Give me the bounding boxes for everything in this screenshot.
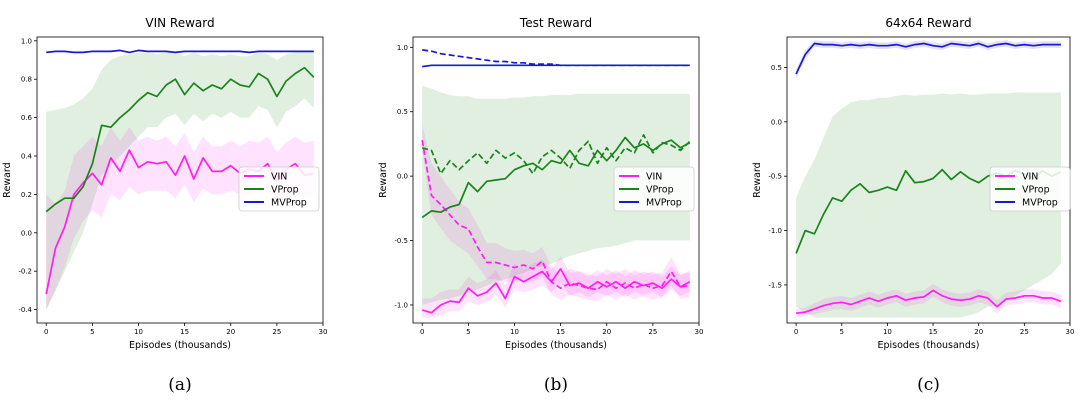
series-line-mvprop [46,49,314,54]
legend-label-vprop: VProp [271,185,299,196]
legend-label-vin: VIN [1022,172,1038,183]
band-vin-test- [422,124,690,302]
y-tick-label: 1.0 [21,37,32,45]
x-tick-label: 10 [134,328,143,336]
legend-box [238,166,320,212]
legend-label-vprop: VProp [646,185,674,196]
series-line-vprop [421,136,691,219]
series-line-vprop [45,66,315,213]
band-vin [796,283,1061,318]
y-tick-label: -1.0 [394,301,408,309]
legend-label-vprop: VProp [1022,185,1050,196]
plot-frame [36,36,324,324]
x-tick-label: 30 [319,328,328,336]
y-tick-label: 0.8 [21,76,32,84]
legend: VIN VProp MVProp [613,166,695,212]
band-vin [422,256,690,318]
y-tick-label: 0.5 [397,108,408,116]
legend-box [989,166,1071,212]
y-tick-label: 0.5 [771,64,782,72]
x-tick-label: 5 [840,328,844,336]
x-tick-label: 5 [466,328,470,336]
y-tick-label: 0.0 [397,173,408,181]
legend-box [613,166,695,212]
y-tick-label: -0.4 [18,306,32,314]
band-vprop [796,92,1061,318]
series-line-vin-test- [421,139,690,291]
panel-caption: (c) [917,375,940,395]
band-vprop [46,50,314,310]
x-tick-label: 20 [602,328,611,336]
y-tick-label: -0.5 [768,173,782,181]
y-axis-label: Reward [378,162,389,197]
y-tick-label: -1.5 [768,281,782,289]
legend-label-mvprop: MVProp [271,198,307,209]
x-tick-label: 25 [648,328,657,336]
panel-caption: (a) [168,375,191,395]
x-tick-label: 0 [44,328,48,336]
y-tick-label: 0.0 [21,229,32,237]
legend: VIN VProp MVProp [989,166,1071,212]
chart-title: Test Reward [519,16,592,30]
series-line-mvprop-test- [422,49,690,67]
x-tick-label: 0 [794,328,798,336]
legend-label-vin: VIN [271,172,287,183]
x-tick-label: 30 [695,328,704,336]
x-tick-label: 30 [1066,328,1075,336]
x-tick-label: 25 [1020,328,1029,336]
x-tick-label: 5 [90,328,94,336]
y-tick-label: -0.2 [18,268,32,276]
chart-title: 64x64 Reward [885,16,971,30]
series-line-vin [795,289,1062,315]
y-tick-label: -1.0 [768,227,782,235]
y-axis-label: Reward [752,162,763,197]
x-tick-label: 20 [974,328,983,336]
series-line-mvprop [795,42,1061,75]
legend-label-mvprop: MVProp [646,198,682,209]
y-tick-label: 0.4 [21,153,33,161]
y-tick-label: 0.2 [21,191,32,199]
y-tick-label: 0.6 [21,114,33,122]
x-axis-label: Episodes (thousands) [877,340,979,351]
x-axis-label: Episodes (thousands) [129,340,231,351]
y-tick-label: 0.0 [771,118,782,126]
chart-panel-2: Test Reward 0 5 10 15 20 25 30 -1.0 -0.5 0.0 0.5 1.0… [378,16,703,395]
y-tick-label: 1.0 [397,44,408,52]
x-tick-label: 0 [420,328,424,336]
series-line-vprop-test- [421,134,691,175]
band-mvprop [796,40,1061,79]
x-tick-label: 15 [556,328,565,336]
x-tick-label: 25 [272,328,281,336]
y-tick-label: -0.5 [394,237,408,245]
series-line-vin [45,149,314,295]
legend: VIN VProp MVProp [238,166,320,212]
plot-frame [412,36,700,324]
x-tick-label: 15 [180,328,189,336]
legend-label-vin: VIN [646,172,662,183]
x-tick-label: 10 [883,328,892,336]
x-tick-label: 10 [510,328,519,336]
chart-title: VIN Reward [145,16,214,30]
x-tick-label: 20 [226,328,235,336]
x-tick-label: 15 [929,328,938,336]
legend-label-mvprop: MVProp [1022,198,1058,209]
y-axis-label: Reward [2,162,13,197]
panel-caption: (b) [544,375,568,395]
chart-panel-3: 64x64 Reward 0 5 10 15 20 25 30 -1.5 -1.0 -0.5 0.0 0… [752,16,1074,395]
x-axis-label: Episodes (thousands) [505,340,607,351]
chart-panel-1: VIN Reward 0 5 10 15 20 25 30 -0.4 -0.2 0.0 0.2 0.4 0… [2,16,327,395]
